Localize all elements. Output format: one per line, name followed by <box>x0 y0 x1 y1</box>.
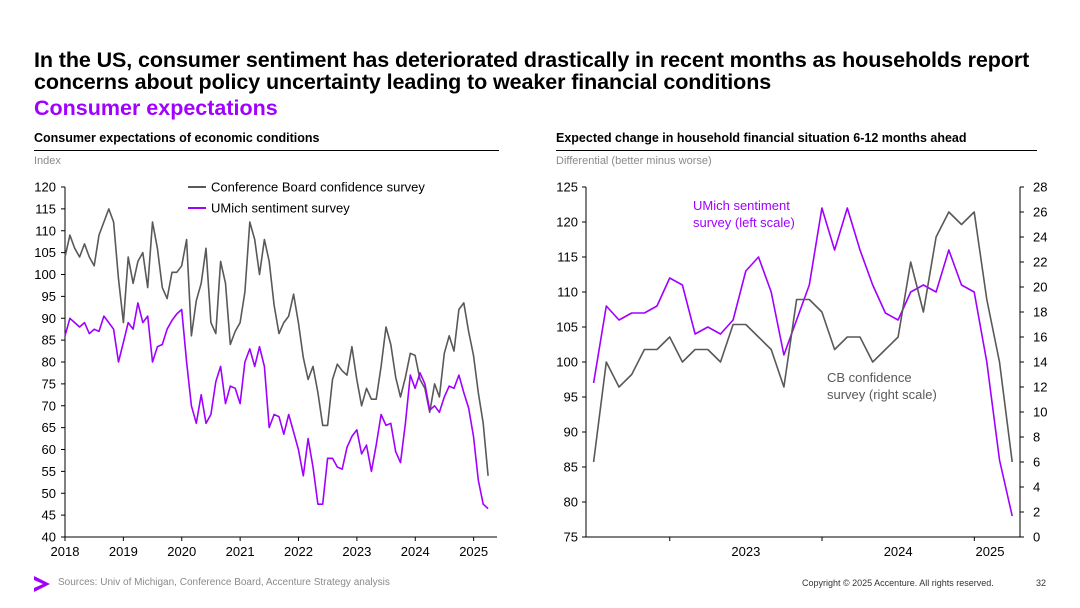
right-y-tick-label: 8 <box>1033 430 1040 445</box>
cb-series-line <box>64 208 489 476</box>
x-tick-label: 2023 <box>731 544 760 559</box>
legend-label: Conference Board confidence survey <box>211 180 425 195</box>
y-tick-label: 105 <box>34 245 56 260</box>
right-y-tick-label: 4 <box>1033 480 1040 495</box>
y-tick-label: 70 <box>42 398 56 413</box>
page-number: 32 <box>1036 578 1047 588</box>
page-title: In the US, consumer sentiment has deteri… <box>34 48 1030 94</box>
left-y-tick-label: 95 <box>564 390 578 405</box>
right-y-tick-label: 26 <box>1033 205 1047 220</box>
x-tick-label: 2025 <box>459 544 488 559</box>
right-y-tick-label: 12 <box>1033 380 1047 395</box>
left-unit-label: Index <box>34 155 61 167</box>
right-chart-title: Expected change in household financial s… <box>556 131 967 145</box>
left-y-tick-label: 120 <box>556 215 578 230</box>
right-y-tick-label: 22 <box>1033 255 1047 270</box>
right-y-tick-label: 18 <box>1033 305 1047 320</box>
left-y-tick-label: 115 <box>557 250 578 265</box>
x-tick-label: 2023 <box>342 544 371 559</box>
left-y-tick-label: 110 <box>557 285 578 300</box>
right-y-tick-label: 2 <box>1033 505 1040 520</box>
y-tick-label: 45 <box>42 508 56 523</box>
y-tick-label: 75 <box>42 376 56 391</box>
x-tick-label: 2019 <box>109 544 138 559</box>
y-tick-label: 95 <box>42 289 56 304</box>
x-tick-label: 2020 <box>167 544 196 559</box>
left-y-tick-label: 80 <box>564 495 578 510</box>
x-tick-label: 2021 <box>226 544 255 559</box>
right-y-tick-label: 10 <box>1033 405 1047 420</box>
left-y-tick-label: 85 <box>564 460 578 475</box>
right-y-tick-label: 6 <box>1033 455 1040 470</box>
x-tick-label: 2024 <box>884 544 913 559</box>
x-tick-label: 2025 <box>976 544 1005 559</box>
right-y-tick-label: 16 <box>1033 330 1047 345</box>
y-tick-label: 100 <box>34 267 56 282</box>
footer-source: Sources: Univ of Michigan, Conference Bo… <box>58 577 390 588</box>
accenture-logo-icon <box>34 576 50 592</box>
y-tick-label: 40 <box>42 530 56 545</box>
cb-series-line <box>592 211 1013 463</box>
y-tick-label: 85 <box>42 333 56 348</box>
y-tick-label: 110 <box>35 223 56 238</box>
right-y-tick-label: 24 <box>1033 230 1047 245</box>
left-y-tick-label: 105 <box>556 320 578 335</box>
y-tick-label: 90 <box>42 311 56 326</box>
cb-annotation: CB confidence survey (right scale) <box>827 370 937 402</box>
x-tick-label: 2022 <box>284 544 313 559</box>
right-y-tick-label: 20 <box>1033 280 1047 295</box>
y-tick-label: 55 <box>42 464 56 479</box>
y-tick-label: 115 <box>35 201 56 216</box>
right-unit-label: Differential (better minus worse) <box>556 155 712 167</box>
left-y-tick-label: 90 <box>564 425 578 440</box>
left-y-tick-label: 75 <box>564 530 578 545</box>
umich-series-line <box>64 302 489 510</box>
y-tick-label: 65 <box>42 420 56 435</box>
legend-label: UMich sentiment survey <box>211 201 350 216</box>
umich-annotation: UMich sentiment survey (left scale) <box>693 198 795 230</box>
y-tick-label: 50 <box>42 486 56 501</box>
left-chart-title: Consumer expectations of economic condit… <box>34 131 320 145</box>
y-tick-label: 120 <box>34 180 56 195</box>
left-y-tick-label: 125 <box>556 180 578 195</box>
umich-series-line <box>592 207 1013 517</box>
footer-copyright: Copyright © 2025 Accenture. All rights r… <box>802 578 994 588</box>
right-chart: 7580859095100105110115120125024681012141… <box>556 180 1047 560</box>
right-y-tick-label: 14 <box>1033 355 1047 370</box>
y-tick-label: 80 <box>42 355 56 370</box>
left-title-rule <box>34 150 499 151</box>
right-y-tick-label: 0 <box>1033 530 1040 545</box>
page-subtitle: Consumer expectations <box>34 96 278 120</box>
x-tick-label: 2024 <box>401 544 430 559</box>
right-y-tick-label: 28 <box>1033 180 1047 195</box>
right-title-rule <box>556 150 1037 151</box>
y-tick-label: 60 <box>42 442 56 457</box>
left-chart: 40 45 50 55 60 65 70 75 80 85 90 95 100 105 110 115 120 2… <box>34 180 497 559</box>
left-y-tick-label: 100 <box>556 355 578 370</box>
x-tick-label: 2018 <box>51 544 80 559</box>
